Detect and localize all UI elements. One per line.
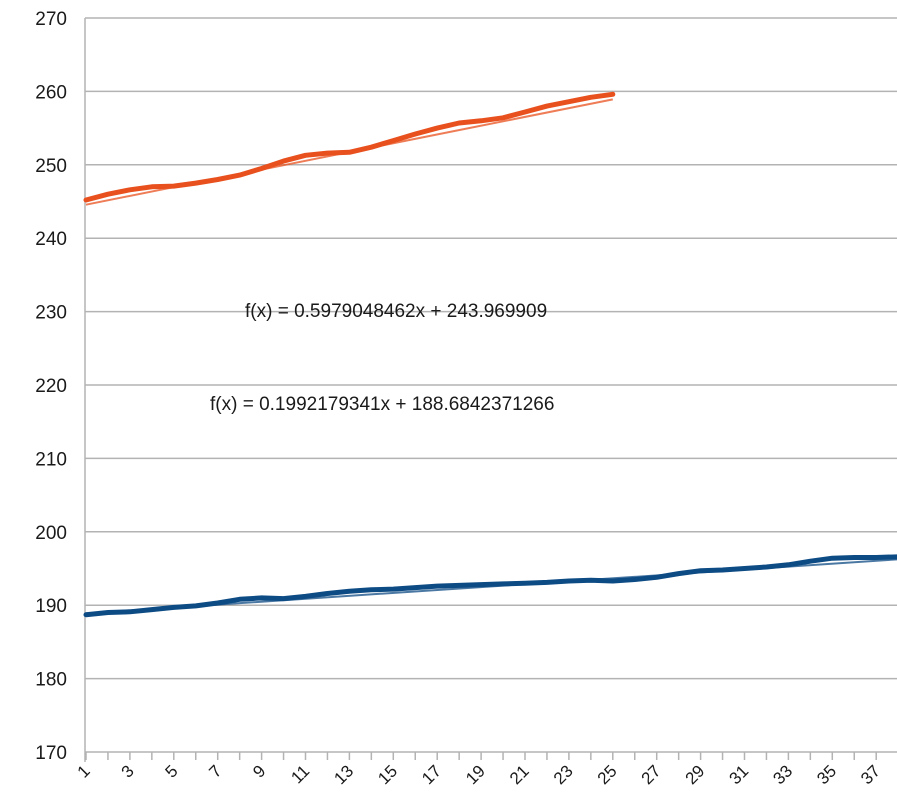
x-tick-label-29: 29	[682, 761, 709, 788]
x-tick-label-37: 37	[857, 761, 884, 788]
x-tick-label-15: 15	[374, 761, 401, 788]
x-tick-label-7: 7	[205, 761, 225, 781]
y-tick-label-180: 180	[35, 670, 67, 691]
y-tick-label-240: 240	[35, 229, 67, 250]
x-tick-label-27: 27	[638, 761, 665, 788]
x-tick-label-17: 17	[418, 761, 445, 788]
x-tick-label-9: 9	[249, 761, 269, 781]
x-tick-label-35: 35	[813, 761, 840, 788]
x-tick-labels: 1 3 5 7 9 11 13 15 17 19 21 23 25 27 29 31 33 35 37	[74, 761, 884, 788]
grid-lines	[85, 17, 897, 753]
axes	[84, 18, 877, 762]
series-lines	[83, 91, 897, 618]
y-tick-label-260: 260	[35, 82, 67, 103]
x-tick-label-33: 33	[769, 761, 796, 788]
x-tick-label-23: 23	[550, 761, 577, 788]
trendlines	[85, 98, 897, 615]
x-tick-label-21: 21	[506, 761, 533, 788]
series-line-orange	[83, 91, 616, 203]
x-tick-label-19: 19	[462, 761, 489, 788]
x-tick-label-3: 3	[118, 761, 138, 781]
y-tick-label-170: 170	[35, 743, 67, 764]
y-tick-label-190: 190	[35, 596, 67, 617]
y-tick-label-220: 220	[35, 376, 67, 397]
x-tick-label-25: 25	[594, 761, 621, 788]
y-tick-label-210: 210	[35, 449, 67, 470]
y-tick-label-250: 250	[35, 156, 67, 177]
trendline-equation-blue: f(x) = 0.1992179341x + 188.6842371266	[210, 394, 554, 415]
x-tick-label-1: 1	[74, 761, 94, 781]
y-tick-labels: 170 180 190 200 210 220 230 240 250 260 270	[35, 9, 67, 764]
trendline-equation-orange: f(x) = 0.5979048462x + 243.969909	[245, 301, 547, 322]
y-tick-label-200: 200	[35, 523, 67, 544]
y-tick-label-270: 270	[35, 9, 67, 30]
x-tick-label-11: 11	[287, 761, 313, 787]
x-tick-label-5: 5	[161, 761, 181, 781]
x-tick-label-13: 13	[330, 761, 357, 788]
x-tick-label-31: 31	[726, 761, 753, 788]
trendline-equations: f(x) = 0.5979048462x + 243.969909 f(x) =…	[210, 301, 554, 415]
series-line-blue	[83, 554, 897, 618]
y-tick-label-230: 230	[35, 303, 67, 324]
